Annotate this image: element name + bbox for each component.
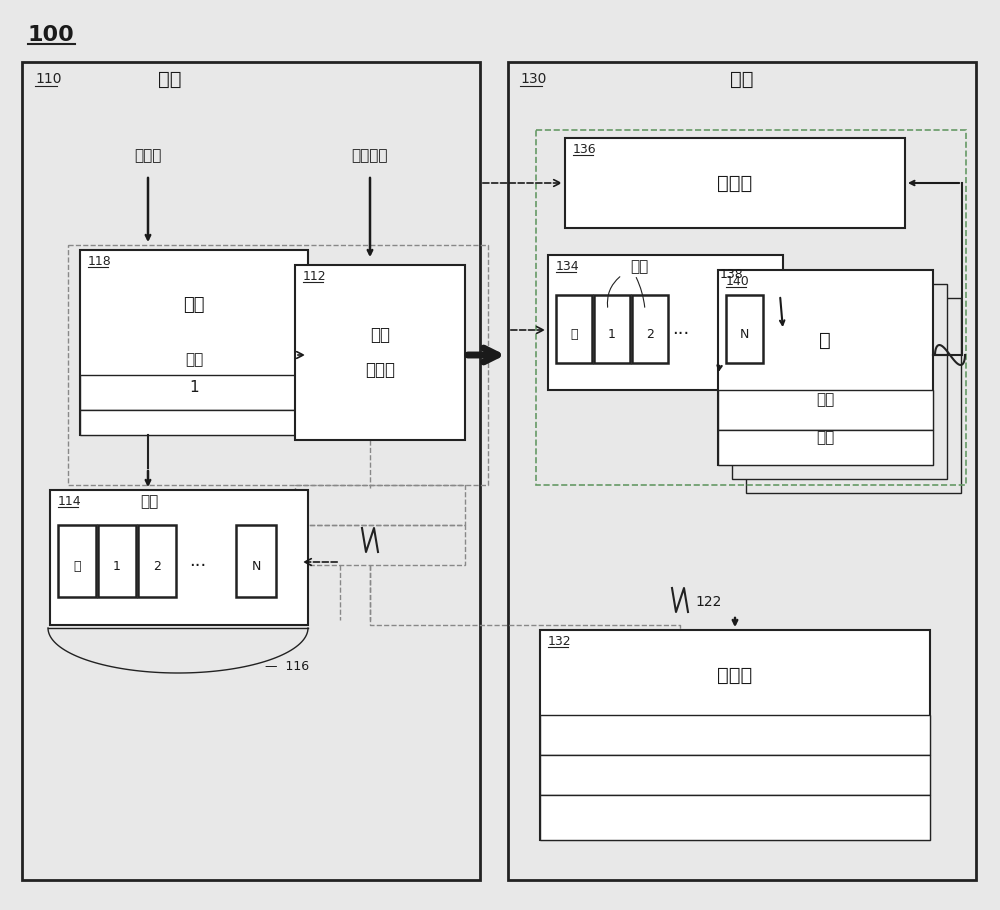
Bar [594, 295, 630, 363]
Bar [58, 525, 96, 597]
Bar [536, 130, 966, 485]
Text: ···: ··· [672, 325, 690, 343]
Text: 118: 118 [88, 255, 112, 268]
Text: 区域: 区域 [730, 70, 754, 89]
Text: N: N [251, 560, 261, 572]
Bar [295, 525, 465, 565]
Text: 136: 136 [573, 143, 597, 156]
Bar [80, 250, 308, 435]
Bar [746, 298, 961, 493]
Bar [138, 525, 176, 597]
Bar [540, 795, 930, 840]
Text: 100: 100 [28, 25, 75, 45]
Text: 创建器: 创建器 [365, 361, 395, 379]
Bar [540, 755, 930, 795]
Text: 2: 2 [646, 328, 654, 340]
Bar [726, 295, 763, 363]
Text: 空: 空 [73, 560, 81, 572]
Text: 根对象: 根对象 [717, 174, 753, 193]
Bar [50, 490, 308, 625]
Text: 根接口: 根接口 [134, 148, 162, 163]
Text: ···: ··· [189, 557, 207, 575]
Text: 134: 134 [556, 260, 580, 273]
Text: 112: 112 [303, 270, 327, 283]
Text: 110: 110 [35, 72, 62, 86]
Bar [718, 390, 933, 430]
Text: N: N [740, 328, 749, 340]
Text: 指针: 指针 [816, 430, 834, 446]
Bar [718, 270, 933, 465]
Text: 140: 140 [726, 275, 750, 288]
Text: 1: 1 [113, 560, 121, 572]
Bar [68, 245, 488, 485]
Bar [548, 255, 783, 390]
Text: 指针: 指针 [816, 392, 834, 408]
Bar [98, 525, 136, 597]
Bar [80, 410, 308, 435]
Text: 2: 2 [153, 560, 161, 572]
Bar [22, 62, 480, 880]
Text: 空: 空 [570, 328, 578, 340]
Text: 122: 122 [695, 595, 721, 609]
Text: 代理: 代理 [183, 296, 205, 314]
Bar [295, 265, 465, 440]
Text: 桥: 桥 [819, 330, 831, 349]
Text: 信道: 信道 [140, 494, 158, 509]
Text: 138: 138 [720, 268, 744, 281]
Text: —  116: — 116 [265, 660, 309, 673]
Bar [732, 284, 947, 479]
Bar [236, 525, 276, 597]
Text: 114: 114 [58, 495, 82, 508]
Text: 1: 1 [189, 380, 199, 396]
Bar [540, 630, 930, 840]
Bar [632, 295, 668, 363]
Bar [295, 485, 465, 525]
Text: 指针: 指针 [185, 352, 203, 368]
Bar [565, 138, 905, 228]
Text: 信道: 信道 [630, 259, 648, 274]
Bar [718, 430, 933, 465]
Text: 应用: 应用 [158, 70, 182, 89]
Text: 创建区域: 创建区域 [352, 148, 388, 163]
Text: 启动类: 启动类 [717, 665, 753, 684]
Bar [80, 375, 308, 410]
Text: 132: 132 [548, 635, 572, 648]
Text: 130: 130 [520, 72, 546, 86]
Bar [508, 62, 976, 880]
Text: 1: 1 [608, 328, 616, 340]
Text: 区域: 区域 [370, 326, 390, 344]
Bar [556, 295, 592, 363]
Bar [540, 715, 930, 755]
